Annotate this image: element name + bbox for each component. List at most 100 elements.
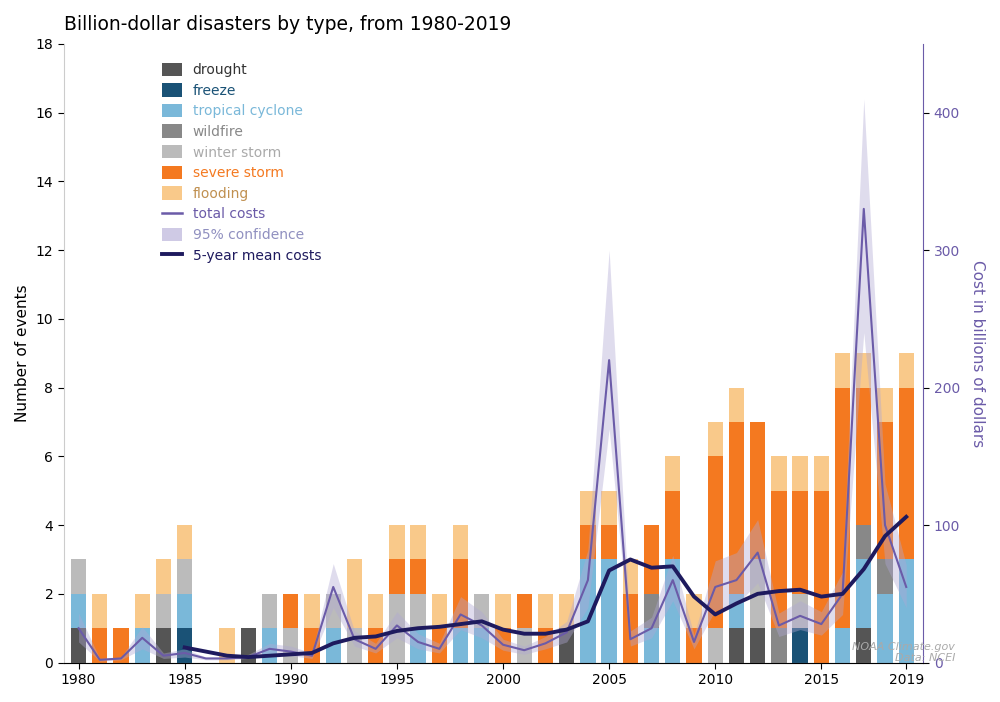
Bar [410,525,426,559]
Bar [877,559,893,594]
Text: Billion-dollar disasters by type, from 1980-2019: Billion-dollar disasters by type, from 1… [64,15,511,34]
Bar [708,422,723,456]
Bar [177,628,192,663]
Bar [729,594,744,628]
Bar [601,559,617,663]
Bar [601,525,617,559]
Bar [856,388,871,525]
Bar [644,628,659,663]
Bar [750,559,765,628]
Bar [326,628,341,663]
Bar [559,628,574,663]
Bar [389,594,405,663]
Bar [686,628,702,663]
Bar [283,594,298,628]
Bar [835,353,850,388]
Bar [623,559,638,594]
Bar [686,594,702,628]
Bar [304,594,320,628]
Bar [856,559,871,628]
Bar [262,628,277,663]
Bar [877,594,893,663]
Y-axis label: Number of events: Number of events [15,284,30,422]
Bar [71,628,86,663]
Bar [156,594,171,628]
Bar [283,628,298,663]
Bar [368,628,383,663]
Bar [432,594,447,628]
Bar [580,491,596,525]
Bar [771,456,787,491]
Bar [835,628,850,663]
Bar [750,628,765,663]
Bar [495,594,511,628]
Bar [580,559,596,663]
Bar [856,525,871,559]
Bar [644,594,659,628]
Bar [432,628,447,663]
Bar [729,628,744,663]
Text: NOAA Climate.gov
Data: NCEI: NOAA Climate.gov Data: NCEI [852,642,955,663]
Bar [135,594,150,628]
Bar [856,628,871,663]
Legend: drought, freeze, tropical cyclone, wildfire, winter storm, severe storm, floodin: drought, freeze, tropical cyclone, wildf… [157,57,327,268]
Bar [474,628,489,663]
Bar [304,628,320,663]
Bar [665,491,680,559]
Bar [368,594,383,628]
Bar [389,525,405,559]
Bar [92,594,107,628]
Bar [835,388,850,628]
Bar [410,594,426,628]
Bar [262,594,277,628]
Bar [899,559,914,663]
Bar [601,491,617,525]
Bar [559,594,574,628]
Bar [347,559,362,628]
Bar [814,456,829,491]
Bar [347,628,362,663]
Bar [495,628,511,663]
Bar [729,388,744,422]
Bar [71,559,86,594]
Bar [538,628,553,663]
Bar [623,594,638,663]
Bar [453,628,468,663]
Bar [771,491,787,628]
Bar [113,628,129,663]
Bar [474,594,489,628]
Y-axis label: Cost in billions of dollars: Cost in billions of dollars [970,260,985,447]
Bar [389,559,405,594]
Bar [453,559,468,628]
Bar [899,388,914,559]
Bar [750,422,765,559]
Bar [771,628,787,663]
Bar [580,525,596,559]
Bar [517,594,532,628]
Bar [71,594,86,628]
Bar [792,628,808,663]
Bar [177,525,192,559]
Bar [177,594,192,628]
Bar [792,594,808,628]
Bar [453,525,468,559]
Bar [665,456,680,491]
Bar [877,388,893,422]
Bar [665,559,680,663]
Bar [792,456,808,491]
Bar [708,628,723,663]
Bar [856,353,871,388]
Bar [156,628,171,663]
Bar [729,422,744,594]
Bar [241,628,256,663]
Bar [156,559,171,594]
Bar [708,456,723,628]
Bar [792,491,808,594]
Bar [410,559,426,594]
Bar [517,628,532,663]
Bar [326,594,341,628]
Bar [814,491,829,663]
Bar [92,628,107,663]
Bar [877,422,893,559]
Bar [899,353,914,388]
